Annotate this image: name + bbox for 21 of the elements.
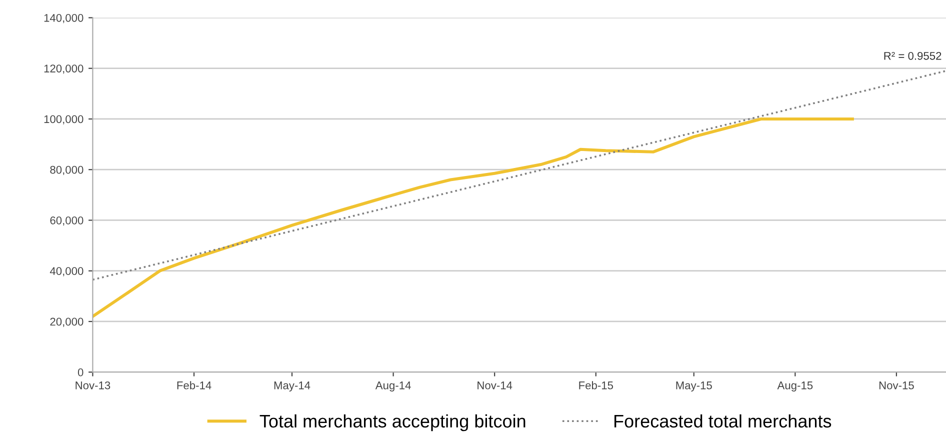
y-tick-label: 140,000 [44,14,84,24]
y-tick-label: 20,000 [50,318,84,327]
x-tick-label: Feb-15 [579,381,614,390]
x-tick-label: Nov-15 [879,382,914,390]
legend-label: Total merchants accepting bitcoin [260,414,526,432]
legend-label: Forecasted total merchants [614,414,832,428]
x-tick-label: May-15 [676,382,712,392]
y-tick-label: 80,000 [50,166,84,176]
y-tick-label: 0 [78,368,84,376]
y-tick-label: 40,000 [50,267,84,276]
x-tick-label: Feb-14 [177,381,212,390]
y-tick-label: 60,000 [50,216,84,226]
line-series [92,117,854,318]
annotation: R² = 0.9552 [884,52,942,60]
x-tick-label: Aug-15 [777,382,813,392]
y-tick-label: 120,000 [44,64,84,74]
y-tick-label: 100,000 [44,115,84,124]
x-tick-label: Nov-14 [478,382,512,390]
x-tick-label: Nov-13 [76,381,110,390]
x-tick-label: Aug-14 [375,382,411,392]
x-tick-label: May-14 [274,382,310,392]
